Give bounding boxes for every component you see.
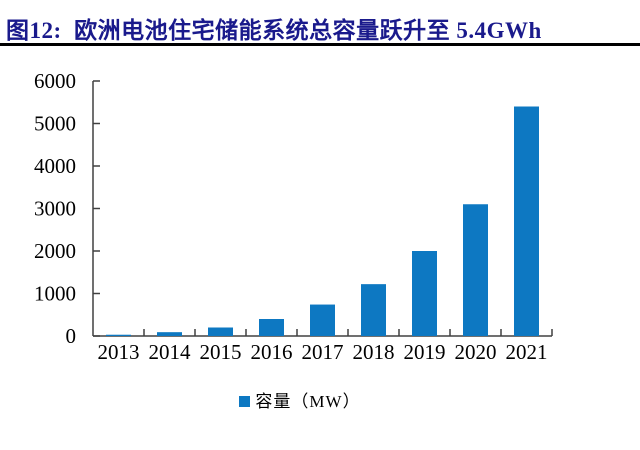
bar-2019	[412, 251, 437, 336]
bar-2018	[361, 284, 386, 336]
y-axis-tick-label: 3000	[34, 197, 76, 221]
y-axis-tick-label: 1000	[34, 282, 76, 306]
bar-2016	[259, 319, 284, 336]
title-underline	[0, 43, 640, 46]
y-axis-tick-label: 5000	[34, 112, 76, 136]
y-axis-tick-label: 2000	[34, 239, 76, 263]
y-axis-tick-label: 0	[66, 324, 77, 348]
y-axis-tick-label: 4000	[34, 154, 76, 178]
legend-label: 容量（MW）	[255, 392, 361, 411]
bar-2015	[208, 327, 233, 336]
x-axis-tick-label: 2014	[149, 340, 192, 364]
figure-title: 图12: 欧洲电池住宅储能系统总容量跃升至 5.4GWh	[6, 18, 542, 43]
bar-2020	[463, 204, 488, 336]
x-axis-tick-label: 2013	[98, 340, 140, 364]
x-axis-tick-label: 2016	[251, 340, 293, 364]
legend-swatch-icon	[239, 396, 251, 407]
bar-2013	[106, 334, 131, 336]
x-axis-tick-label: 2019	[404, 340, 446, 364]
x-axis-tick-label: 2017	[302, 340, 344, 364]
x-axis-tick-label: 2018	[353, 340, 395, 364]
bar-2017	[310, 304, 335, 336]
x-axis-tick-label: 2020	[455, 340, 497, 364]
bar-2021	[514, 106, 539, 336]
x-axis-tick-label: 2021	[506, 340, 548, 364]
bar-2014	[157, 332, 182, 336]
chart-legend: 容量（MW）	[0, 393, 600, 410]
x-axis-tick-label: 2015	[200, 340, 242, 364]
y-axis-tick-label: 6000	[34, 69, 76, 93]
bar-chart: 0 1000 2000 3000 4000 5000 6000 2013 2014 2015 201…	[34, 69, 553, 364]
